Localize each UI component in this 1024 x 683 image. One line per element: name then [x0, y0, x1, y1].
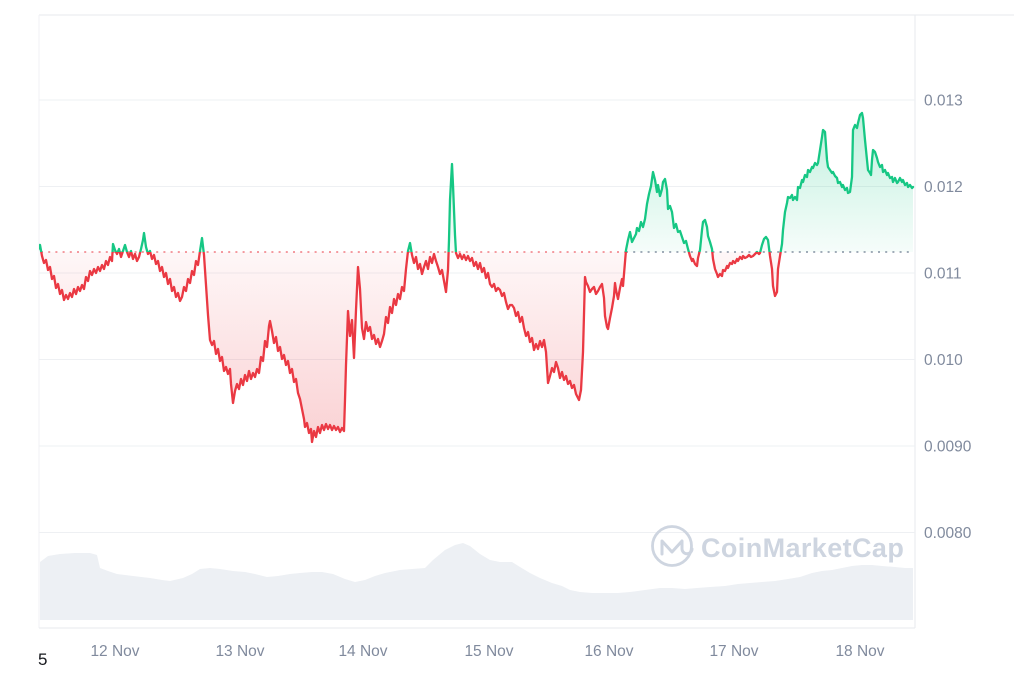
coinmarketcap-logo-icon [651, 525, 693, 567]
x-tick-label: 18 Nov [835, 643, 884, 660]
y-tick-label: 0.010 [924, 352, 963, 369]
price-line-up[interactable] [38, 111, 915, 442]
x-tick-label: 16 Nov [584, 643, 633, 660]
price-area-below-baseline [39, 252, 913, 442]
price-line-down[interactable] [38, 113, 913, 444]
x-tick-label: 17 Nov [709, 643, 758, 660]
y-axis-labels: 0.013 0.012 0.011 0.010 0.0090 0.0080 [924, 93, 972, 543]
volume-area [40, 543, 913, 620]
bottom-left-text: 5 [38, 650, 48, 669]
x-axis-labels: 12 Nov 13 Nov 14 Nov 15 Nov 16 Nov 17 No… [90, 643, 884, 660]
gridlines [39, 99, 915, 533]
price-area-above-baseline [39, 113, 913, 252]
watermark: CoinMarketCap [651, 525, 904, 567]
x-tick-label: 14 Nov [338, 643, 387, 660]
y-tick-label: 0.013 [924, 93, 963, 110]
watermark-text: CoinMarketCap [701, 533, 904, 563]
coinmarketcap-logo-m [660, 539, 694, 556]
x-tick-label: 12 Nov [90, 643, 139, 660]
y-tick-label: 0.0090 [924, 439, 972, 456]
y-tick-label: 0.011 [924, 266, 962, 283]
x-tick-label: 13 Nov [215, 643, 264, 660]
y-tick-label: 0.0080 [924, 525, 972, 542]
y-tick-label: 0.012 [924, 179, 963, 196]
x-tick-label: 15 Nov [464, 643, 513, 660]
